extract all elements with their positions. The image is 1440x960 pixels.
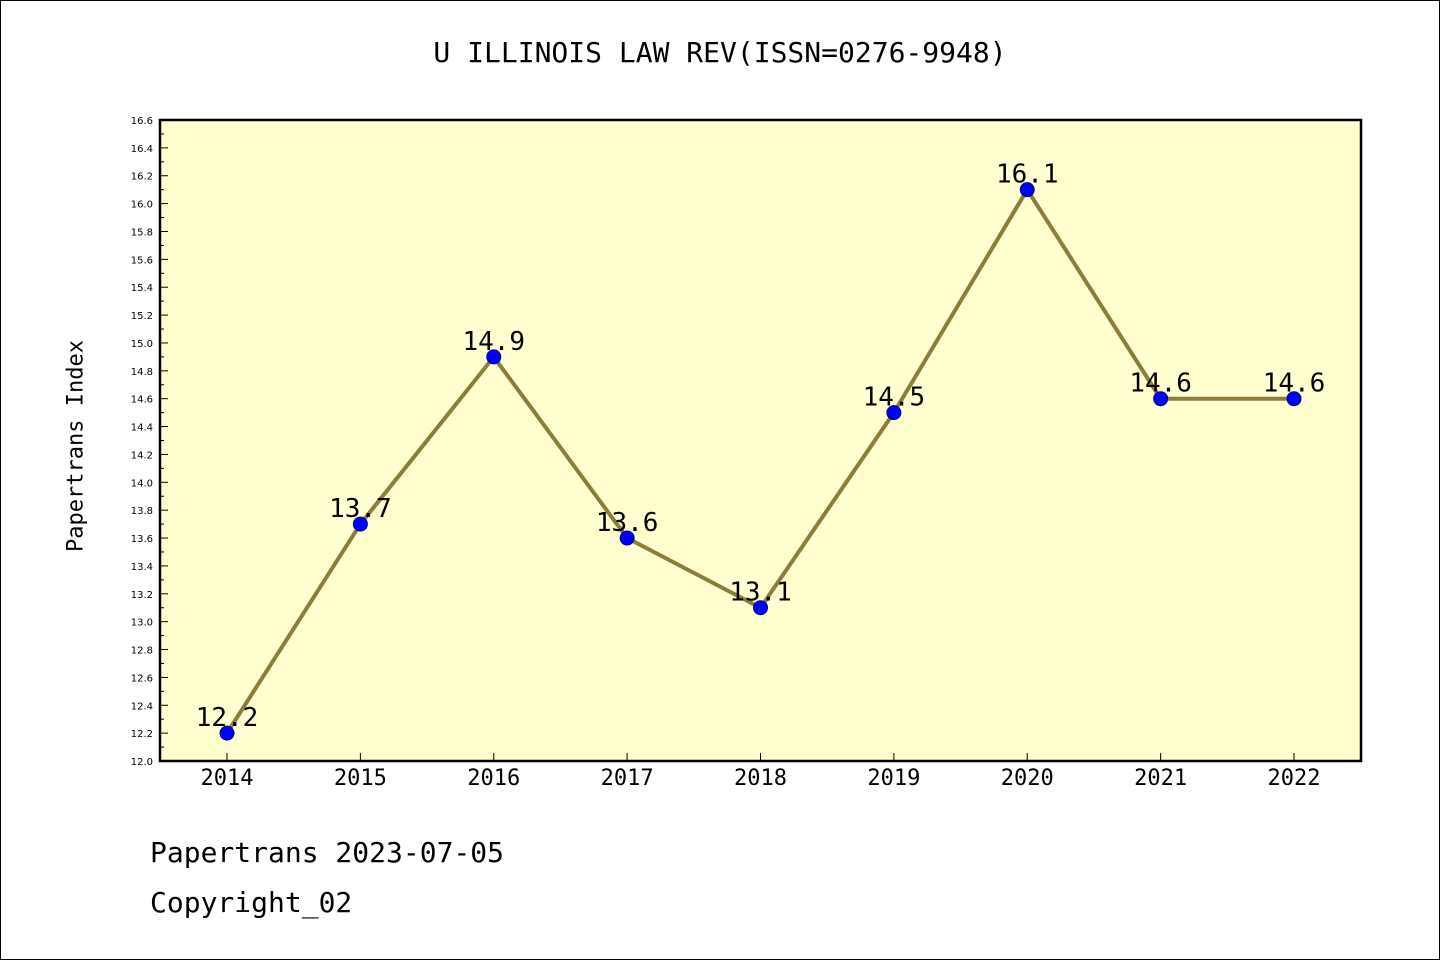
data-label: 12.2 (196, 703, 259, 733)
y-tick-label: 15.4 (131, 283, 153, 294)
data-point (486, 349, 502, 365)
y-tick-label: 16.6 (131, 116, 153, 127)
y-tick-label: 14.8 (131, 367, 153, 378)
data-label: 16.1 (996, 160, 1059, 190)
y-tick-label: 13.8 (131, 506, 153, 517)
y-tick-label: 15.6 (131, 255, 153, 266)
y-tick-label: 14.0 (131, 478, 153, 489)
x-tick-label: 2016 (467, 766, 520, 791)
y-tick-label: 14.6 (131, 395, 153, 406)
data-label: 14.5 (863, 383, 926, 413)
data-label: 13.1 (729, 578, 792, 608)
y-tick-label: 14.2 (131, 450, 153, 461)
y-tick-label: 13.6 (131, 534, 153, 545)
y-tick-label: 16.0 (131, 200, 153, 211)
y-tick-label: 15.0 (131, 339, 153, 350)
x-tick-label: 2018 (734, 766, 787, 791)
y-tick-label: 12.0 (131, 757, 153, 768)
x-tick-label: 2019 (867, 766, 920, 791)
x-axis: 2014 2015 2016 2017 2018 2019 2020 2021 2022 (201, 753, 1321, 791)
data-point (753, 600, 768, 616)
data-points (219, 182, 1302, 741)
y-tick-label: 12.4 (131, 701, 153, 712)
data-label: 14.6 (1129, 369, 1192, 399)
plot-area (158, 118, 1363, 763)
footer-date: Papertrans 2023-07-05 (150, 836, 505, 869)
data-label: 13.6 (596, 508, 659, 538)
y-tick-label: 13.0 (131, 618, 153, 629)
y-tick-label: 13.4 (131, 562, 153, 573)
x-tick-label: 2014 (201, 766, 254, 791)
x-tick-label: 2017 (601, 766, 654, 791)
y-tick-label: 16.2 (131, 172, 153, 183)
data-labels: 12.2 13.7 14.9 13.6 13.1 14.5 16.1 14.6 14.6 (196, 160, 1326, 733)
data-label: 13.7 (329, 494, 392, 524)
y-tick-label: 16.4 (131, 144, 153, 155)
y-tick-label: 12.6 (131, 673, 153, 684)
y-tick-label: 12.8 (131, 646, 153, 657)
footer-copyright: Copyright_02 (150, 886, 353, 919)
x-tick-label: 2021 (1134, 766, 1187, 791)
data-point (1286, 391, 1302, 407)
data-label: 14.6 (1263, 369, 1326, 399)
y-tick-label: 13.2 (131, 590, 153, 601)
data-point (352, 516, 368, 532)
y-tick-label: 12.2 (131, 729, 153, 740)
chart-title: U ILLINOIS LAW REV(ISSN=0276-9948) (433, 36, 1007, 69)
y-axis: 12.0 12.2 12.4 12.6 12.8 13.0 13.2 13.4 13.6 13.8… (131, 116, 168, 768)
y-tick-label: 15.8 (131, 227, 153, 238)
x-tick-label: 2022 (1268, 766, 1321, 791)
y-tick-label: 14.4 (131, 423, 153, 434)
data-point (1153, 391, 1169, 407)
data-point (219, 725, 235, 741)
x-tick-label: 2015 (334, 766, 387, 791)
data-point (619, 530, 635, 546)
x-tick-label: 2020 (1001, 766, 1054, 791)
data-point (886, 405, 902, 421)
data-point (1019, 182, 1035, 198)
data-label: 14.9 (462, 327, 525, 357)
y-tick-label: 15.2 (131, 311, 153, 322)
